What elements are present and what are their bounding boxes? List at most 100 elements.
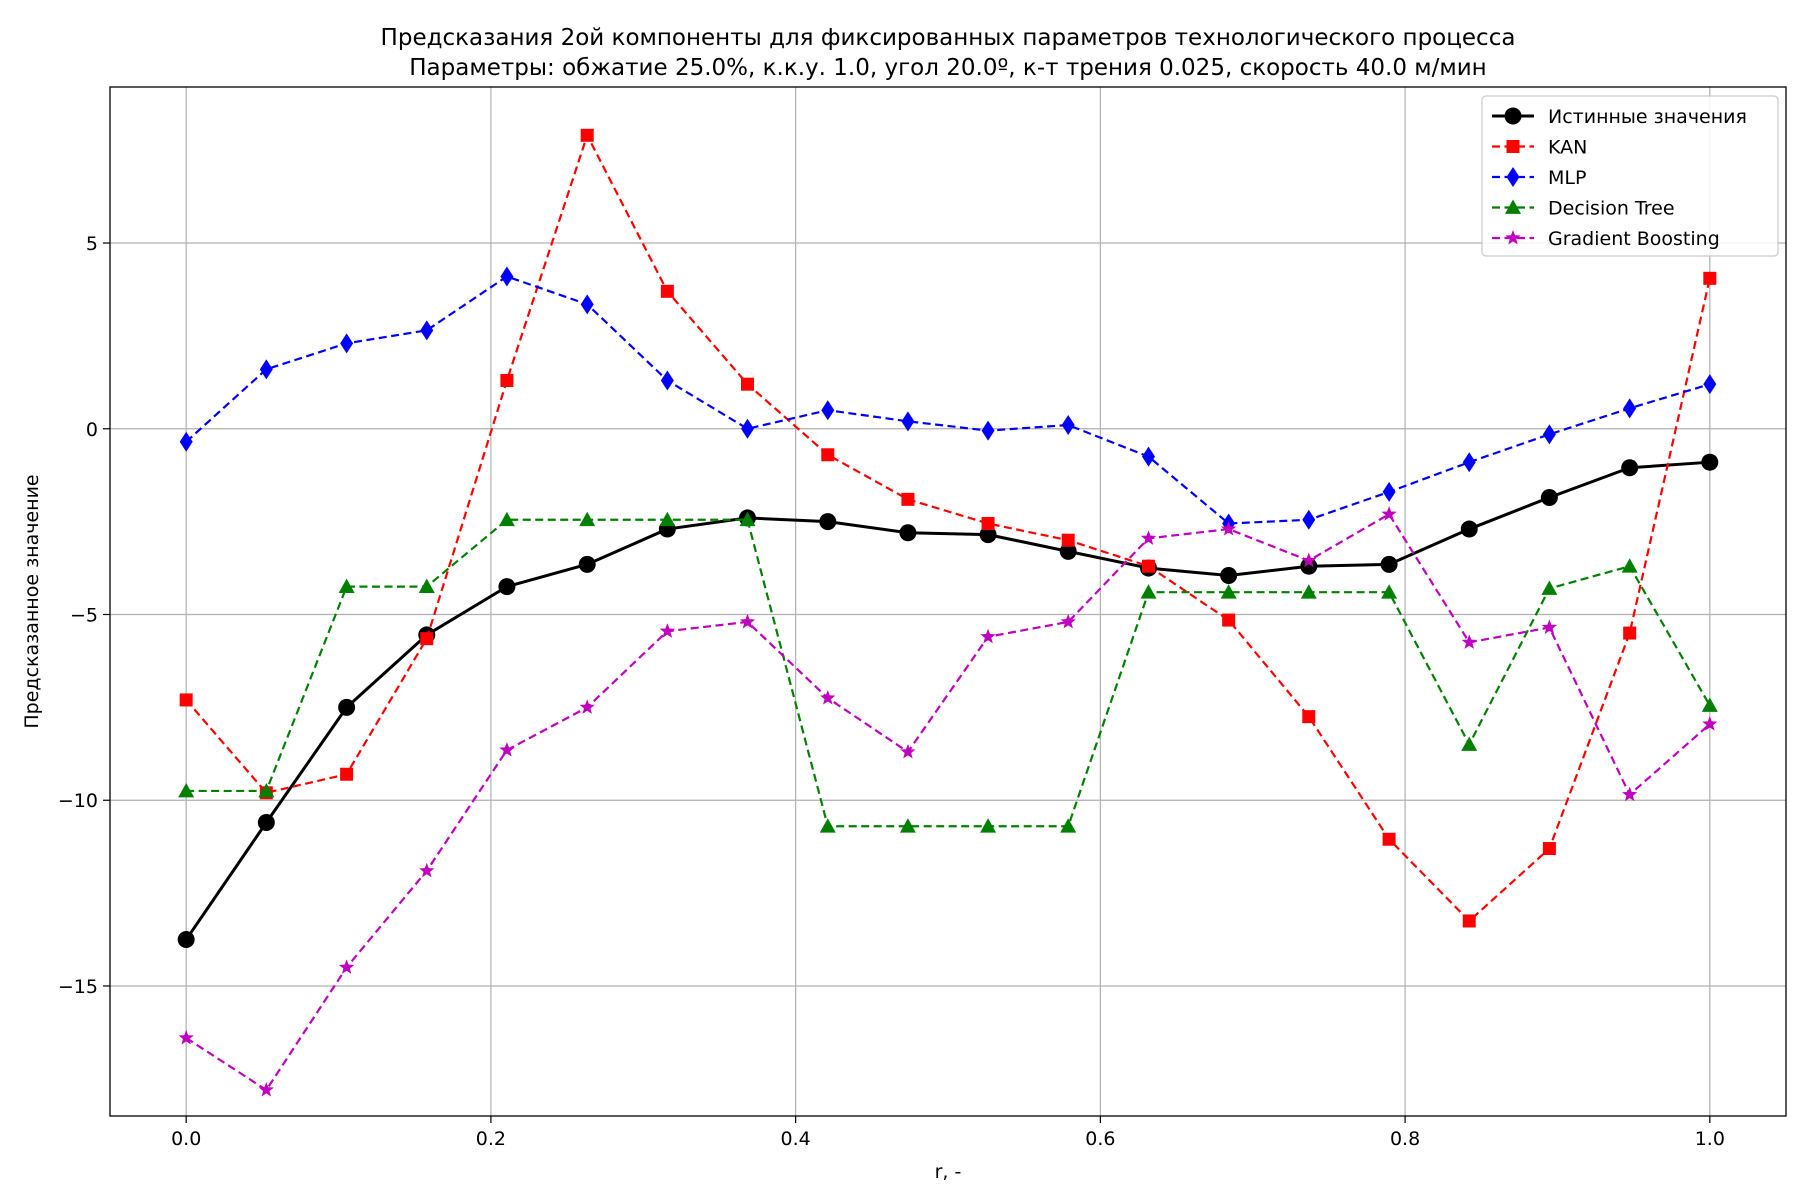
- series-2: [179, 266, 1717, 534]
- x-tick-label: 1.0: [1695, 1128, 1725, 1150]
- data-point: [981, 420, 995, 441]
- data-point: [499, 742, 515, 757]
- data-point: [1061, 415, 1075, 436]
- data-point: [178, 1029, 194, 1045]
- data-point: [821, 448, 835, 462]
- data-point: [418, 578, 435, 594]
- x-tick-label: 0.8: [1390, 1128, 1420, 1150]
- x-tick-label: 0.6: [1085, 1128, 1115, 1150]
- data-point: [819, 818, 836, 833]
- data-point: [1302, 710, 1316, 724]
- ticks: 0.0 0.2 0.4 0.6 0.8 1.0 −15 −10 −5 0 5: [58, 233, 1725, 1150]
- data-point: [740, 418, 754, 439]
- legend-swatch-marker: [1505, 199, 1521, 214]
- data-point: [1382, 481, 1396, 502]
- data-point: [179, 693, 193, 707]
- y-tick-label: −10: [58, 790, 98, 812]
- data-point: [660, 370, 674, 391]
- data-point: [660, 284, 674, 298]
- data-point: [1380, 555, 1398, 573]
- data-point: [258, 782, 275, 798]
- data-point: [1623, 626, 1637, 640]
- data-point: [1541, 619, 1557, 634]
- data-point: [1220, 566, 1238, 584]
- data-point: [1059, 542, 1077, 560]
- data-point: [420, 632, 434, 646]
- data-point: [659, 511, 676, 527]
- data-point: [1140, 530, 1157, 545]
- data-point: [1703, 374, 1717, 395]
- data-point: [179, 431, 193, 452]
- data-point: [981, 516, 995, 530]
- data-point: [580, 294, 594, 315]
- data-point: [1701, 697, 1718, 712]
- data-point: [1140, 584, 1157, 599]
- series-line: [186, 518, 1711, 828]
- legend-entry: Decision Tree: [1548, 198, 1675, 220]
- series-1: [179, 128, 1717, 928]
- data-point: [500, 373, 514, 387]
- legend-swatch-marker: [1504, 107, 1522, 125]
- series-4: [178, 506, 1718, 1097]
- data-point: [579, 699, 595, 714]
- data-point: [1461, 634, 1477, 649]
- y-tick-label: −5: [70, 605, 98, 627]
- y-tick-label: 5: [86, 233, 98, 255]
- data-point: [259, 359, 273, 380]
- data-point: [580, 128, 594, 142]
- data-point: [739, 511, 756, 527]
- x-tick-label: 0.4: [781, 1128, 811, 1150]
- data-point: [1462, 914, 1476, 928]
- data-point: [901, 492, 915, 506]
- data-point: [899, 524, 917, 542]
- data-point: [419, 862, 435, 878]
- y-tick-label: −15: [58, 976, 98, 998]
- data-point: [1621, 459, 1639, 477]
- legend-entry: KAN: [1548, 137, 1587, 159]
- data-point: [498, 511, 515, 527]
- data-point: [1541, 580, 1558, 595]
- series-line: [185, 513, 1711, 1092]
- data-point: [339, 959, 355, 974]
- data-point: [739, 613, 756, 629]
- data-point: [819, 513, 837, 531]
- data-point: [1542, 424, 1556, 445]
- legend-entry: Gradient Boosting: [1548, 228, 1720, 250]
- plot-frame: [109, 86, 1787, 1117]
- legend-swatch-marker: [1506, 167, 1520, 187]
- data-point: [1060, 613, 1076, 629]
- data-point: [659, 623, 675, 638]
- series-layer: [177, 128, 1719, 1097]
- data-point: [899, 818, 916, 833]
- data-point: [1703, 271, 1717, 285]
- series-0: [177, 453, 1719, 949]
- legend-box: [1481, 95, 1779, 257]
- data-point: [1382, 832, 1396, 846]
- series-line: [185, 134, 1711, 923]
- legend-entry: Истинные значения: [1548, 106, 1747, 128]
- data-point: [821, 400, 835, 421]
- data-point: [257, 814, 275, 832]
- data-point: [500, 266, 514, 287]
- data-point: [1702, 716, 1718, 731]
- legend-swatch-marker: [1505, 230, 1521, 245]
- data-point: [1381, 506, 1397, 521]
- data-point: [1622, 786, 1638, 802]
- series-3: [178, 511, 1718, 833]
- data-point: [1542, 842, 1556, 856]
- data-point: [338, 698, 356, 716]
- data-point: [980, 628, 996, 644]
- series-line: [184, 460, 1710, 941]
- data-point: [980, 818, 997, 833]
- data-point: [1621, 558, 1638, 573]
- data-point: [1540, 488, 1558, 506]
- data-point: [1220, 584, 1237, 599]
- x-tick-label: 0.0: [171, 1128, 201, 1150]
- data-point: [177, 931, 195, 949]
- data-point: [1060, 818, 1077, 833]
- data-point: [1302, 509, 1316, 530]
- data-point: [1462, 452, 1476, 473]
- legend: Истинные значения KAN MLP Decision Tree Grad…: [1481, 95, 1779, 257]
- y-axis-label: Предсказанное значение: [21, 474, 43, 728]
